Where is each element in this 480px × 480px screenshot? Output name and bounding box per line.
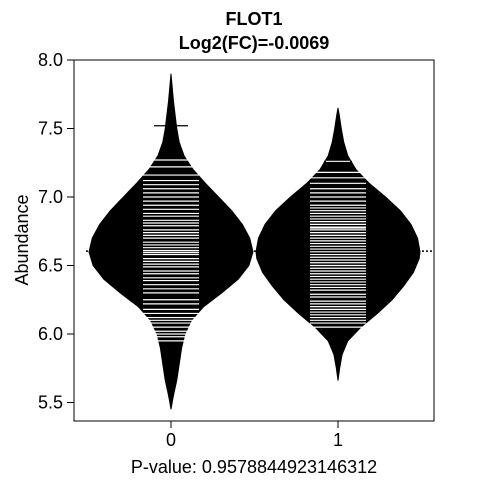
plot-frame: [73, 59, 435, 422]
y-tick-label: 7.5: [38, 119, 63, 139]
beans-layer: [88, 73, 421, 410]
y-tick-label: 7.0: [38, 187, 63, 207]
y-tick-label: 8.0: [38, 50, 63, 70]
y-tick-label: 6.5: [38, 256, 63, 276]
bean-group-1: [255, 107, 421, 381]
x-tick-label: 1: [333, 430, 343, 450]
y-tick-label: 6.0: [38, 324, 63, 344]
bean-shape-1: [255, 107, 421, 381]
bean-group-0: [88, 73, 254, 410]
x-axis-label: P-value: 0.9578844923146312: [131, 457, 377, 477]
y-tick-label: 5.5: [38, 393, 63, 413]
chart-subtitle: Log2(FC)=-0.0069: [179, 33, 330, 53]
chart-title: FLOT1: [226, 9, 283, 29]
bean-shape-0: [88, 73, 254, 410]
y-axis: 5.5 6.0 6.5 7.0 7.5 8.0: [38, 50, 74, 413]
y-axis-label: Abundance: [12, 194, 32, 285]
x-tick-label: 0: [166, 430, 176, 450]
